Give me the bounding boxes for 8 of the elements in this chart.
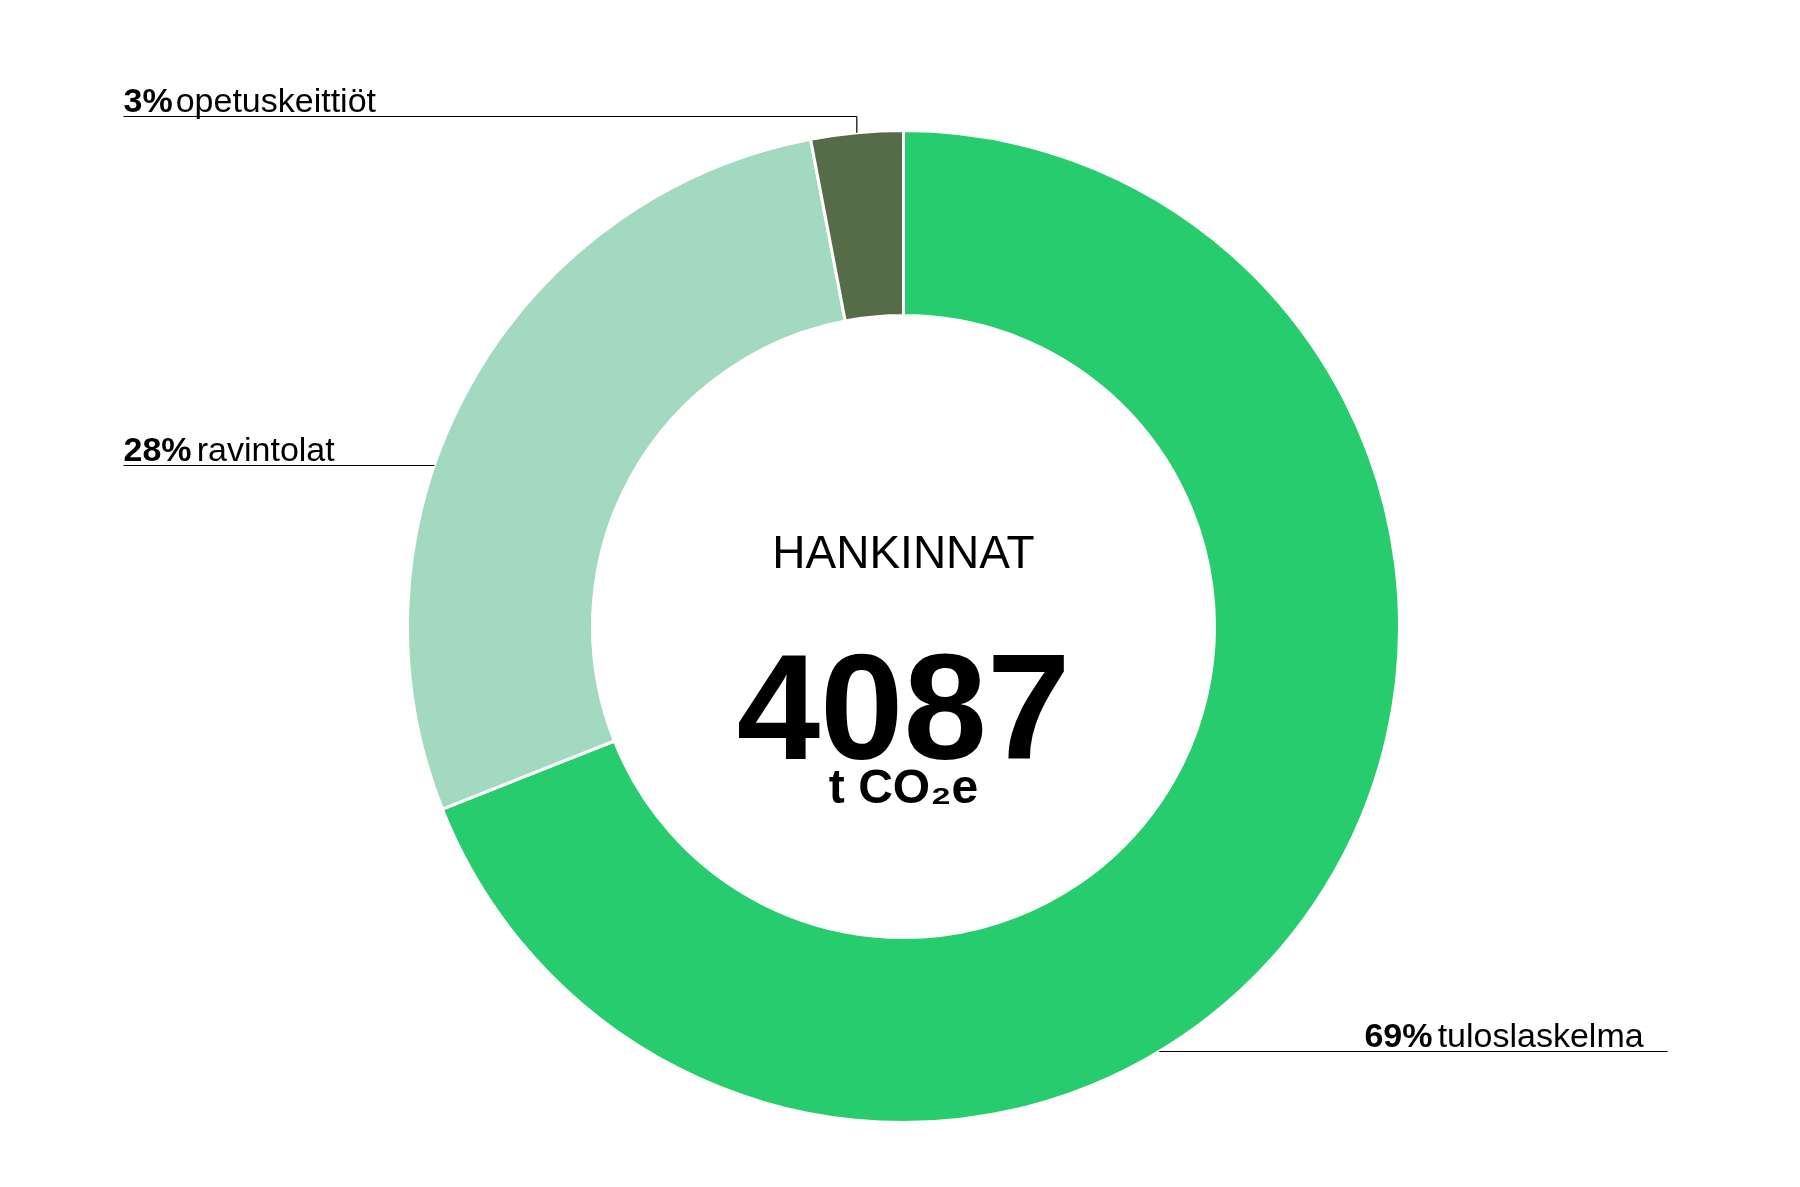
data-label: 3%: [123, 80, 173, 119]
slice-label: tuloslaskelma: [1437, 1015, 1644, 1054]
data-label: 28%: [123, 429, 192, 468]
slice-label: opetuskeittiöt: [175, 80, 377, 119]
text: HANKINNAT: [772, 525, 1035, 578]
text: t CO₂e: [828, 760, 979, 813]
slice-label: ravintolat: [196, 429, 336, 468]
data-label: 69%: [1364, 1015, 1433, 1054]
